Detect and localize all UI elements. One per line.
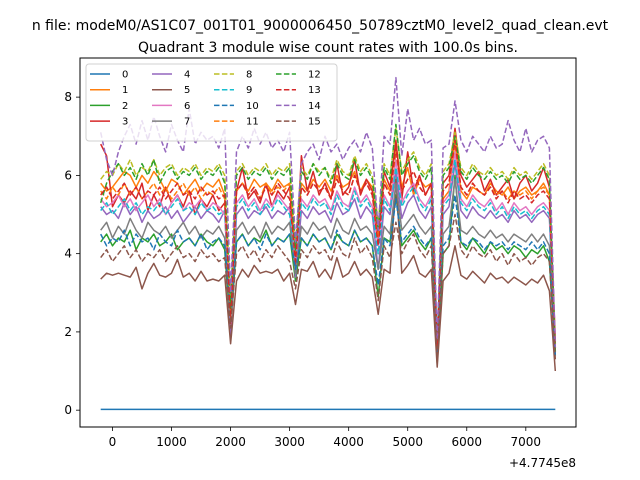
x-tick-label: 3000: [274, 435, 305, 449]
x-tick-label: 4000: [333, 435, 364, 449]
series-line-15: [100, 213, 557, 361]
figure-suptitle: n file: modeM0/AS1C07_001T01_9000006450_…: [32, 18, 609, 34]
series-line-4: [100, 162, 557, 361]
legend-label-4: 4: [184, 70, 190, 81]
legend-label-0: 0: [122, 70, 128, 81]
x-offset-label: +4.7745e8: [509, 456, 576, 470]
series-line-5: [100, 178, 557, 372]
legend-label-6: 6: [184, 101, 190, 112]
y-tick-label: 8: [64, 90, 72, 104]
series-line-6: [100, 151, 557, 341]
x-tick-label: 6000: [451, 435, 482, 449]
legend-label-3: 3: [122, 117, 128, 128]
y-axis: 0 2 4 6 8: [64, 90, 80, 417]
plot-frame: [79, 57, 577, 428]
x-axis: 0 1000 2000 3000 4000 5000 6000 7000: [109, 427, 541, 449]
series-line-8: [100, 127, 557, 352]
series-layer: [99, 76, 557, 411]
series-line-12: [99, 123, 557, 352]
series-line-9: [100, 158, 557, 348]
x-tick-label: 2000: [215, 435, 246, 449]
legend-label-14: 14: [308, 101, 321, 112]
legend-label-12: 12: [308, 70, 321, 81]
legend-label-13: 13: [308, 85, 321, 96]
y-tick-label: 6: [64, 168, 72, 182]
legend-label-5: 5: [184, 85, 190, 96]
y-tick-label: 2: [64, 325, 72, 339]
legend-label-1: 1: [122, 85, 128, 96]
x-tick-label: 1000: [156, 435, 187, 449]
series-line-13: [100, 139, 557, 349]
x-tick-label: 5000: [392, 435, 423, 449]
legend-label-11: 11: [246, 117, 259, 128]
legend-label-8: 8: [246, 70, 252, 81]
legend-label-10: 10: [246, 101, 259, 112]
series-line-3: [100, 127, 557, 357]
x-tick-label: 0: [109, 435, 117, 449]
x-tick-label: 7000: [511, 435, 542, 449]
legend-label-15: 15: [308, 117, 321, 128]
legend-label-7: 7: [184, 117, 190, 128]
chart-title: Quadrant 3 module wise count rates with …: [138, 40, 518, 56]
legend-label-9: 9: [246, 85, 252, 96]
series-line-14: [99, 76, 557, 348]
legend-label-2: 2: [122, 101, 128, 112]
legend-box: [85, 63, 338, 142]
y-tick-label: 4: [64, 247, 72, 261]
y-tick-label: 0: [64, 403, 72, 417]
series-line-10: [100, 194, 557, 356]
